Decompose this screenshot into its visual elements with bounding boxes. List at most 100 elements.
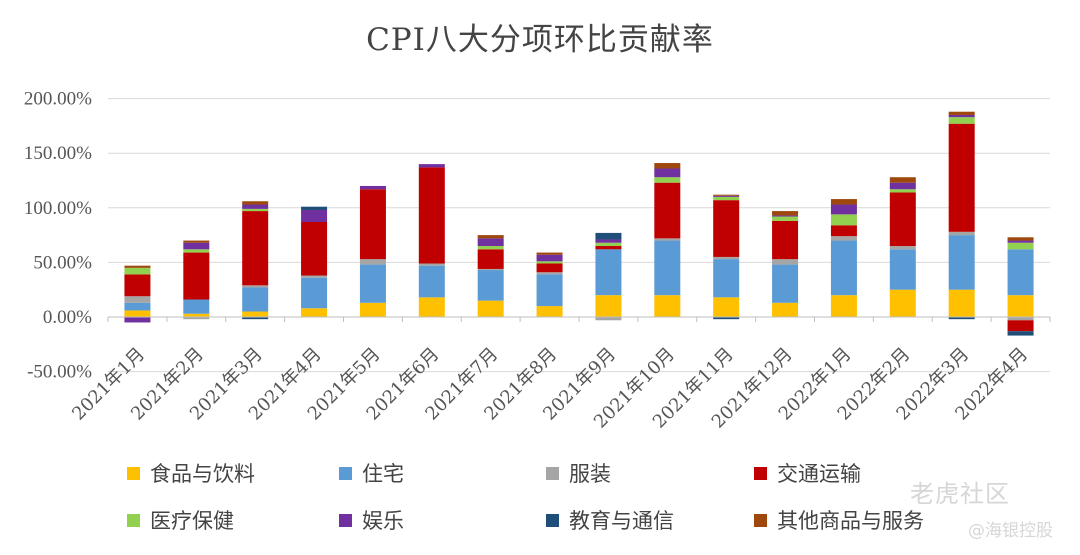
bar-segment: [242, 311, 269, 317]
bar-segment: [301, 308, 328, 317]
bar-segment: [1007, 240, 1034, 243]
bar-segment: [595, 239, 622, 243]
bar-segment: [948, 117, 975, 124]
bar-segment: [1007, 320, 1034, 332]
bar-segment: [830, 214, 857, 226]
bar-segment: [1007, 317, 1034, 321]
bar-segment: [948, 123, 975, 232]
bar-segment: [772, 216, 799, 221]
bar-segment: [830, 199, 857, 205]
bar-segment: [654, 295, 681, 317]
bar-segment: [889, 182, 916, 190]
bar-segment: [713, 200, 740, 257]
bar-segment: [654, 168, 681, 178]
bar-segment: [948, 114, 975, 118]
bar-segment: [1007, 295, 1034, 317]
bar-segment: [418, 164, 445, 168]
bar-segment: [713, 259, 740, 298]
bar-segment: [536, 274, 563, 307]
bar-segment: [830, 295, 857, 317]
x-axis: [107, 316, 1051, 322]
bar-segment: [477, 270, 504, 301]
bar-segment: [124, 267, 151, 275]
bar-segment: [536, 254, 563, 262]
bar-segment: [889, 177, 916, 183]
bar-segment: [713, 256, 740, 260]
bar-segment: [536, 263, 563, 273]
bar-segment: [654, 163, 681, 169]
bar-segment: [242, 201, 269, 205]
bar-segment: [595, 295, 622, 317]
bar-segment: [830, 236, 857, 241]
bar-segment: [948, 235, 975, 290]
bar-segment: [183, 252, 210, 300]
bar-segment: [713, 297, 740, 317]
bar-segment: [418, 167, 445, 264]
bar-segment: [948, 317, 975, 320]
bar-segment: [772, 302, 799, 317]
bar-segment: [242, 211, 269, 286]
y-tick-label: 150.00%: [24, 143, 92, 164]
bar-segment: [359, 264, 386, 303]
bar-segment: [536, 252, 563, 255]
bar-segment: [595, 249, 622, 296]
x-axis-labels: 2021年1月2021年2月2021年3月2021年4月2021年5月2021年…: [68, 344, 1032, 433]
bar-segment: [713, 194, 740, 196]
bar-segment: [301, 206, 328, 210]
bar-segment: [477, 246, 504, 250]
bar-segment: [124, 310, 151, 317]
bar-segment: [948, 111, 975, 115]
bar-segment: [772, 220, 799, 260]
bar-segment: [713, 196, 740, 201]
bar-segment: [595, 232, 622, 240]
bar-segment: [1007, 249, 1034, 296]
bar-segment: [183, 317, 210, 320]
bar-segment: [654, 240, 681, 296]
bar-segment: [595, 246, 622, 250]
bar-segment: [595, 242, 622, 247]
bar-segment: [654, 182, 681, 239]
bar-segment: [1007, 237, 1034, 241]
bar-segment: [183, 249, 210, 253]
bar-segment: [359, 185, 386, 190]
bar-segment: [242, 204, 269, 209]
bar-segment: [301, 275, 328, 278]
bar-segment: [418, 297, 445, 317]
bar-segment: [183, 240, 210, 243]
bar-segment: [183, 299, 210, 314]
bar-segment: [477, 235, 504, 239]
y-tick-label: 200.00%: [24, 89, 92, 110]
y-tick-label: 50.00%: [33, 252, 92, 273]
bar-segment: [654, 177, 681, 183]
bar-segment: [889, 249, 916, 290]
bar-segment: [418, 265, 445, 298]
y-tick-label: 0.00%: [43, 307, 92, 328]
bar-segment: [124, 265, 151, 268]
bar-segment: [889, 189, 916, 193]
bar-segment: [477, 268, 504, 271]
watermark-handle: @海银控股: [968, 521, 1053, 541]
bar-segment: [183, 242, 210, 250]
bar-segment: [124, 317, 151, 323]
bar-segment: [713, 195, 740, 197]
y-tick-label: -50.00%: [27, 362, 92, 383]
chart-title: CPI八大分项环比贡献率: [366, 22, 714, 58]
bar-segment: [242, 317, 269, 320]
bar-segment: [301, 277, 328, 309]
bar-segment: [359, 302, 386, 317]
bar-segment: [889, 289, 916, 317]
bar-segment: [948, 231, 975, 236]
bar-segment: [830, 225, 857, 237]
bar-segment: [948, 289, 975, 317]
bar-segment: [124, 296, 151, 303]
bar-segment: [713, 317, 740, 320]
watermark-brand: 老虎社区: [910, 480, 1010, 508]
bar-segment: [359, 189, 386, 260]
bar-segment: [359, 259, 386, 265]
bar-segment: [242, 285, 269, 288]
bar-segment: [536, 261, 563, 264]
bar-segment: [536, 306, 563, 317]
bar-segment: [1007, 242, 1034, 250]
bar-segment: [477, 300, 504, 317]
